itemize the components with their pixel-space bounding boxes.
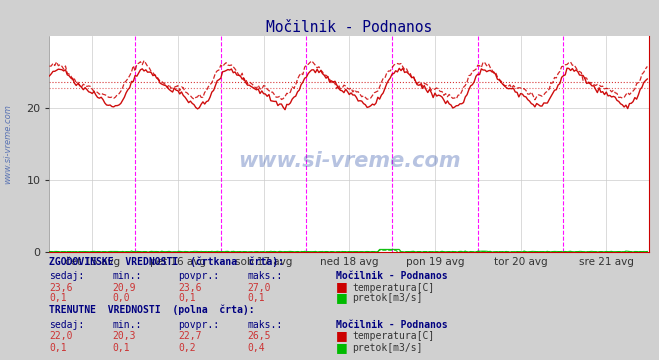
Text: min.:: min.: — [112, 271, 142, 281]
Text: 0,1: 0,1 — [49, 343, 67, 353]
Text: www.si-vreme.com: www.si-vreme.com — [3, 104, 13, 184]
Text: 0,0: 0,0 — [112, 293, 130, 303]
Text: pretok[m3/s]: pretok[m3/s] — [353, 293, 423, 303]
Text: 0,1: 0,1 — [112, 343, 130, 353]
Text: ZGODOVINSKE  VREDNOSTI  (črtkana  črta):: ZGODOVINSKE VREDNOSTI (črtkana črta): — [49, 256, 285, 267]
Text: min.:: min.: — [112, 320, 142, 330]
Text: povpr.:: povpr.: — [178, 271, 219, 281]
Text: temperatura[C]: temperatura[C] — [353, 331, 435, 341]
Text: ■: ■ — [336, 291, 348, 304]
Title: Močilnik - Podnanos: Močilnik - Podnanos — [266, 20, 432, 35]
Text: 22,0: 22,0 — [49, 331, 73, 341]
Text: povpr.:: povpr.: — [178, 320, 219, 330]
Text: 0,1: 0,1 — [247, 293, 265, 303]
Text: sedaj:: sedaj: — [49, 271, 84, 281]
Text: TRENUTNE  VREDNOSTI  (polna  črta):: TRENUTNE VREDNOSTI (polna črta): — [49, 305, 255, 315]
Text: 20,3: 20,3 — [112, 331, 136, 341]
Text: 22,7: 22,7 — [178, 331, 202, 341]
Text: 23,6: 23,6 — [49, 283, 73, 293]
Text: ■: ■ — [336, 341, 348, 354]
Text: Močilnik - Podnanos: Močilnik - Podnanos — [336, 271, 447, 281]
Text: 23,6: 23,6 — [178, 283, 202, 293]
Text: 0,1: 0,1 — [49, 293, 67, 303]
Text: maks.:: maks.: — [247, 320, 282, 330]
Text: maks.:: maks.: — [247, 271, 282, 281]
Text: temperatura[C]: temperatura[C] — [353, 283, 435, 293]
Text: ■: ■ — [336, 329, 348, 342]
Text: 0,2: 0,2 — [178, 343, 196, 353]
Text: 0,1: 0,1 — [178, 293, 196, 303]
Text: 26,5: 26,5 — [247, 331, 271, 341]
Text: ■: ■ — [336, 280, 348, 293]
Text: Močilnik - Podnanos: Močilnik - Podnanos — [336, 320, 447, 330]
Text: sedaj:: sedaj: — [49, 320, 84, 330]
Text: 27,0: 27,0 — [247, 283, 271, 293]
Text: pretok[m3/s]: pretok[m3/s] — [353, 343, 423, 353]
Text: 20,9: 20,9 — [112, 283, 136, 293]
Text: www.si-vreme.com: www.si-vreme.com — [238, 151, 461, 171]
Text: 0,4: 0,4 — [247, 343, 265, 353]
